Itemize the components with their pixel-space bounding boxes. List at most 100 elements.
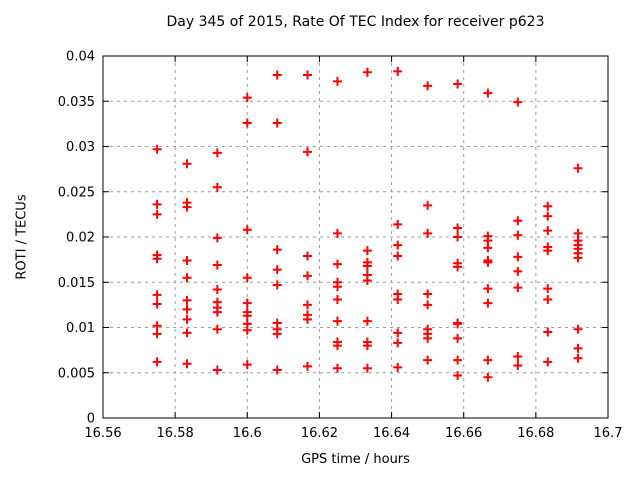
data-point [573, 324, 583, 334]
data-point [212, 284, 222, 294]
data-point [182, 304, 192, 314]
data-point [393, 240, 403, 250]
x-tick-label: 16.66 [445, 426, 482, 441]
data-point [182, 202, 192, 212]
data-point [242, 325, 252, 335]
data-point [513, 283, 523, 293]
x-tick-label: 16.62 [301, 426, 338, 441]
y-tick-label: 0.03 [66, 140, 95, 155]
data-point [212, 260, 222, 270]
x-tick-label: 16.58 [157, 426, 194, 441]
data-point [423, 228, 433, 238]
data-point [303, 361, 313, 371]
data-point [393, 294, 403, 304]
data-point [513, 361, 523, 371]
data-point [453, 79, 463, 89]
data-point [362, 341, 372, 351]
data-point [483, 372, 493, 382]
data-point [303, 147, 313, 157]
data-point [182, 328, 192, 338]
data-point [152, 144, 162, 154]
data-point [423, 300, 433, 310]
data-point [272, 70, 282, 80]
data-point [573, 343, 583, 353]
data-point [423, 200, 433, 210]
data-point [453, 262, 463, 272]
y-tick-label: 0.02 [66, 231, 95, 246]
data-point [423, 333, 433, 343]
data-point [152, 254, 162, 264]
data-point [362, 246, 372, 256]
data-point [513, 252, 523, 262]
data-point [393, 338, 403, 348]
data-point [393, 362, 403, 372]
data-point [423, 355, 433, 365]
data-point [513, 230, 523, 240]
data-point [242, 360, 252, 370]
data-point [513, 266, 523, 276]
data-point [152, 321, 162, 331]
data-point [182, 295, 192, 305]
data-point [513, 97, 523, 107]
x-tick-label: 16.7 [594, 426, 623, 441]
data-point [543, 357, 553, 367]
data-point [483, 284, 493, 294]
data-point [242, 225, 252, 235]
data-point [212, 148, 222, 158]
data-point [272, 245, 282, 255]
data-point [483, 355, 493, 365]
data-point [453, 355, 463, 365]
data-point [272, 329, 282, 339]
data-point [543, 201, 553, 211]
data-point [212, 324, 222, 334]
data-point [573, 253, 583, 263]
data-point [393, 66, 403, 76]
data-point [332, 316, 342, 326]
data-point [453, 370, 463, 380]
data-point [272, 265, 282, 275]
data-point [393, 328, 403, 338]
y-tick-label: 0 [87, 412, 95, 427]
data-point [152, 299, 162, 309]
data-point [543, 284, 553, 294]
data-point [332, 294, 342, 304]
y-tick-label: 0.005 [58, 366, 95, 381]
data-point [483, 257, 493, 267]
data-point [182, 273, 192, 283]
data-point [332, 363, 342, 373]
data-point [332, 282, 342, 292]
data-point [483, 88, 493, 98]
data-point [543, 211, 553, 221]
data-point [242, 273, 252, 283]
y-tick-label: 0.015 [58, 276, 95, 291]
data-point [303, 314, 313, 324]
data-point [303, 271, 313, 281]
data-point [303, 300, 313, 310]
data-point [453, 333, 463, 343]
data-point [483, 243, 493, 253]
x-tick-label: 16.56 [84, 426, 121, 441]
data-point [212, 307, 222, 317]
data-point [573, 163, 583, 173]
data-point [152, 199, 162, 209]
data-point [152, 329, 162, 339]
data-point [272, 280, 282, 290]
data-point [242, 298, 252, 308]
data-point [573, 353, 583, 363]
y-tick-label: 0.01 [66, 321, 95, 336]
x-tick-label: 16.68 [517, 426, 554, 441]
y-tick-label: 0.04 [66, 50, 95, 65]
y-tick-label: 0.025 [58, 185, 95, 200]
data-point [393, 251, 403, 261]
data-point [212, 365, 222, 375]
y-axis-label: ROTI / TECUs [14, 194, 30, 280]
data-point [152, 357, 162, 367]
data-point [423, 289, 433, 299]
data-point [393, 219, 403, 229]
data-point [453, 223, 463, 233]
data-point [332, 228, 342, 238]
x-tick-label: 16.6 [233, 426, 262, 441]
data-point [242, 93, 252, 103]
data-point [362, 67, 372, 77]
